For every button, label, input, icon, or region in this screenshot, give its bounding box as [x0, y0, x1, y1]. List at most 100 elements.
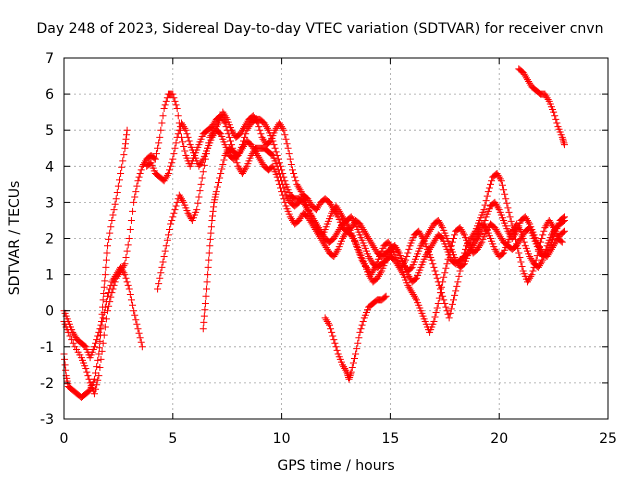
data-point: [249, 112, 257, 120]
data-point: [171, 206, 179, 214]
data-point: [123, 278, 131, 286]
data-point: [242, 121, 250, 129]
data-point: [205, 256, 213, 264]
y-tick-label: 4: [45, 159, 54, 175]
data-point: [402, 256, 410, 264]
data-point: [286, 213, 294, 221]
data-point: [399, 260, 407, 268]
data-point: [384, 253, 392, 261]
data-point: [431, 313, 439, 321]
data-point: [539, 231, 547, 239]
data-point: [123, 131, 131, 139]
data-point: [552, 115, 560, 123]
data-point: [204, 271, 212, 279]
data-point: [494, 171, 502, 179]
data-point: [150, 154, 158, 162]
data-point: [130, 307, 138, 315]
data-point: [383, 254, 391, 262]
data-point: [349, 359, 357, 367]
data-point: [526, 79, 534, 87]
data-point: [216, 174, 224, 182]
data-point: [109, 285, 117, 293]
data-point: [348, 233, 356, 241]
data-point: [433, 274, 441, 282]
data-point: [64, 328, 72, 336]
data-point: [295, 184, 303, 192]
data-point: [311, 225, 319, 233]
data-point: [204, 263, 212, 271]
data-point: [157, 269, 165, 277]
data-point: [156, 274, 164, 282]
data-point: [333, 204, 341, 212]
data-point: [115, 176, 123, 184]
data-point: [292, 177, 300, 185]
data-point: [236, 148, 244, 156]
series-s5: [154, 108, 566, 322]
data-point: [542, 245, 550, 253]
data-point: [350, 236, 358, 244]
data-point: [349, 216, 357, 224]
data-point: [118, 265, 126, 273]
data-point: [505, 208, 513, 216]
data-point: [403, 253, 411, 261]
data-point: [385, 240, 393, 248]
data-point: [101, 277, 109, 285]
data-point: [332, 343, 340, 351]
x-tick-label: 0: [60, 431, 69, 447]
data-point: [394, 258, 402, 266]
data-point: [545, 216, 553, 224]
data-point: [228, 126, 236, 134]
data-point: [220, 156, 228, 164]
data-point: [172, 202, 180, 210]
data-point: [352, 350, 360, 358]
data-point: [420, 236, 428, 244]
data-point: [280, 126, 288, 134]
data-point: [121, 260, 129, 268]
data-point: [428, 242, 436, 250]
data-point: [464, 240, 472, 248]
data-point: [560, 139, 568, 147]
data-point: [467, 235, 475, 242]
data-point: [559, 228, 567, 236]
data-point: [368, 269, 376, 277]
data-point: [325, 198, 333, 206]
data-point: [217, 170, 225, 178]
data-point: [374, 272, 382, 280]
data-point: [453, 282, 461, 290]
data-point: [242, 164, 250, 172]
data-point: [253, 150, 261, 158]
x-tick-label: 25: [599, 431, 617, 447]
data-point: [370, 244, 378, 252]
data-point: [266, 138, 274, 146]
data-point: [315, 202, 323, 210]
data-point: [281, 131, 289, 139]
data-point: [544, 96, 552, 104]
data-point: [356, 328, 364, 336]
data-point: [97, 355, 105, 363]
data-point: [260, 119, 268, 127]
data-point: [168, 159, 176, 167]
y-tick-label: 0: [45, 304, 54, 320]
data-point: [261, 121, 269, 129]
data-point: [386, 249, 394, 257]
data-point: [220, 110, 228, 118]
data-point: [308, 220, 316, 228]
data-point: [235, 150, 243, 158]
y-tick-label: 3: [45, 195, 54, 211]
data-point: [199, 168, 207, 176]
data-point: [345, 375, 353, 383]
data-point: [169, 155, 177, 163]
data-point: [506, 213, 514, 221]
data-point: [381, 293, 389, 301]
data-point: [137, 166, 145, 174]
data-point: [233, 159, 241, 167]
data-point: [290, 170, 298, 178]
data-point: [527, 272, 535, 280]
data-point: [281, 198, 289, 206]
data-point: [106, 298, 114, 306]
data-point: [114, 182, 122, 190]
data-point: [122, 274, 130, 282]
data-point: [283, 140, 291, 148]
data-point: [450, 235, 458, 242]
data-point: [121, 140, 129, 148]
